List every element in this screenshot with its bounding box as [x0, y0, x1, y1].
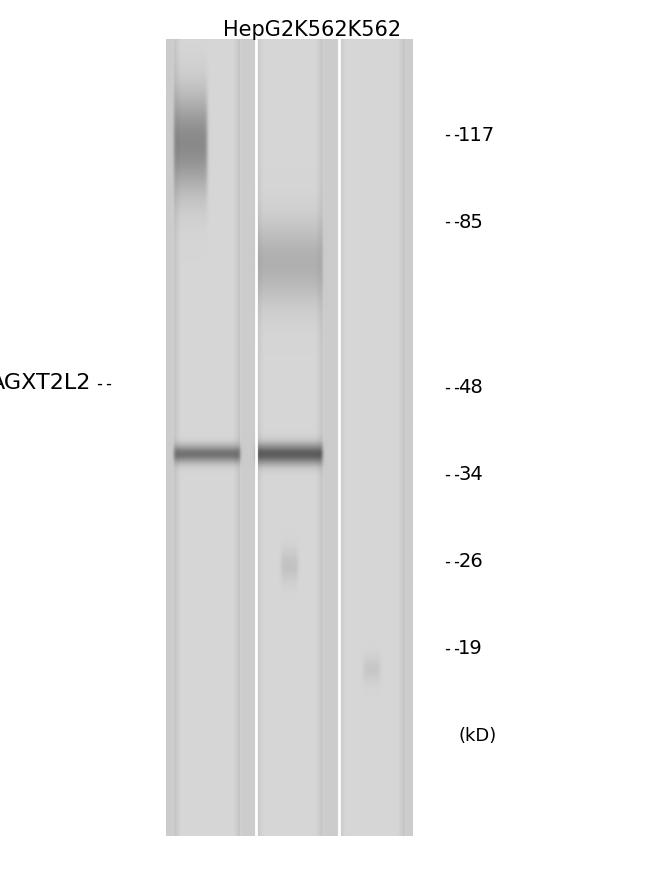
Text: --: -- [442, 553, 462, 571]
Text: 26: 26 [458, 552, 483, 571]
Text: --: -- [442, 213, 462, 231]
Text: --: -- [94, 375, 114, 392]
Text: AGXT2L2: AGXT2L2 [0, 374, 91, 393]
Text: 19: 19 [458, 639, 483, 658]
Text: 48: 48 [458, 378, 483, 397]
Text: HepG2K562K562: HepG2K562K562 [223, 21, 401, 40]
Text: 85: 85 [458, 213, 483, 232]
Text: --: -- [442, 640, 462, 658]
Text: 34: 34 [458, 465, 483, 484]
Text: --: -- [442, 126, 462, 144]
Text: --: -- [442, 379, 462, 396]
Text: --: -- [442, 466, 462, 483]
Text: (kD): (kD) [458, 727, 497, 745]
Text: 117: 117 [458, 125, 495, 145]
